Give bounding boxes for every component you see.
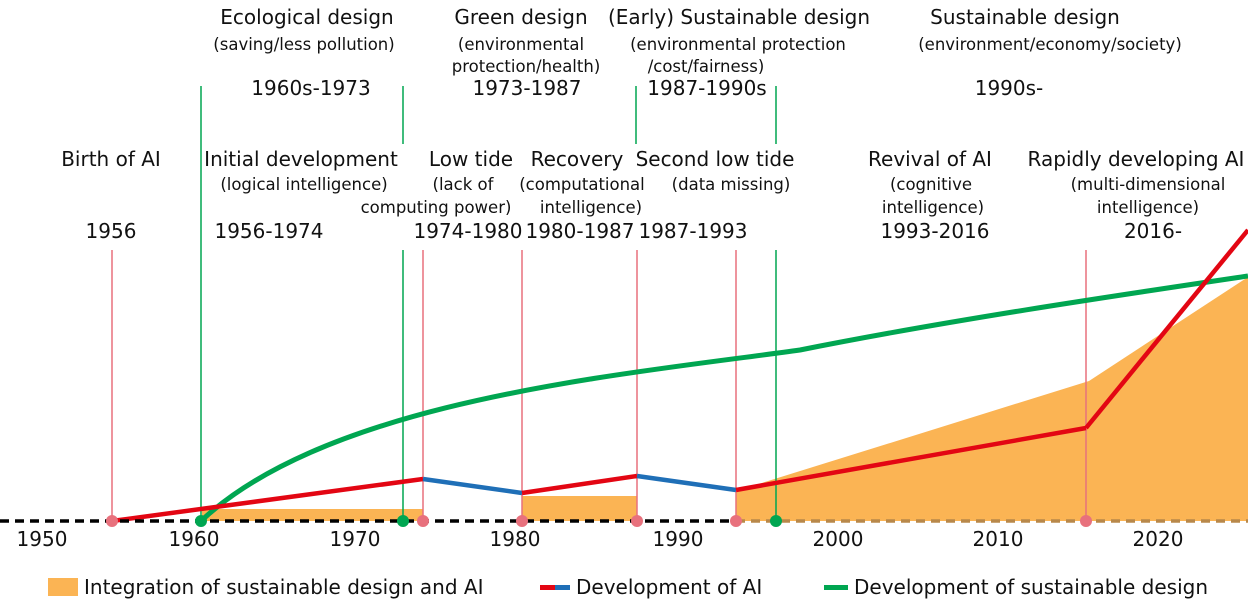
ai-phase-desc: intelligence) [540, 198, 642, 217]
tick-label-2000: 2000 [813, 527, 864, 551]
ai-phase-desc: (lack of [433, 175, 495, 194]
legend-integration: Integration of sustainable design and AI [48, 574, 483, 600]
sd-phase-desc: protection/health) [452, 57, 601, 76]
ai-phase-desc: (multi-dimensional [1071, 175, 1226, 194]
tick-label-2010: 2010 [973, 527, 1024, 551]
sd-phase-desc: (environmental [458, 35, 584, 54]
ai-phase-title: Revival of AI [868, 147, 992, 171]
ai-phase-recovery: Recovery (computational intelligence) 19… [519, 147, 645, 243]
legend-sustainable-label: Development of sustainable design [854, 575, 1208, 599]
ai-dot-1956 [106, 515, 118, 527]
ai-dot-2016 [1080, 515, 1092, 527]
ai-phase-title: Second low tide [636, 147, 795, 171]
integration-area-modern [736, 277, 1248, 521]
tick-label-1950: 1950 [17, 527, 68, 551]
tick-label-1970: 1970 [330, 527, 381, 551]
sd-phase-desc: (saving/less pollution) [213, 35, 394, 54]
ai-phase-revival: Revival of AI (cognitive intelligence) 1… [868, 147, 992, 243]
ai-phase-title: Rapidly developing AI [1028, 147, 1245, 171]
tick-label-1980: 1980 [490, 527, 541, 551]
ai-segment-rapid [1084, 228, 1248, 430]
ai-dot-1974 [417, 515, 429, 527]
ai-phase-period: 2016- [1124, 219, 1182, 243]
sustainable-design-curve [199, 273, 1248, 523]
sustainable-phase-sustainable: Sustainable design (environment/economy/… [918, 5, 1182, 100]
ai-phase-birth: Birth of AI 1956 [61, 147, 161, 243]
sd-dot-1973 [397, 515, 409, 527]
ai-segment-revival [735, 425, 1087, 493]
sd-phase-desc: /cost/fairness) [648, 57, 765, 76]
integration-swatch-icon [48, 578, 78, 596]
sd-phase-title: Green design [454, 5, 587, 29]
sd-phase-desc: (environment/economy/society) [918, 35, 1182, 54]
legend-ai: Development of AI [540, 574, 762, 600]
ai-phase-rapid: Rapidly developing AI (multi-dimensional… [1028, 147, 1245, 243]
sd-phase-period: 1990s- [975, 76, 1044, 100]
sustainable-phase-green: Green design (environmental protection/h… [452, 5, 601, 100]
ai-development-line [111, 228, 1248, 524]
tick-label-1990: 1990 [653, 527, 704, 551]
ai-segment-second-low-tide [636, 473, 737, 493]
ai-phase-second-low-tide: Second low tide (data missing) 1987-1993 [636, 147, 795, 243]
ai-phase-period: 1956 [86, 219, 137, 243]
sd-dot-1960 [195, 515, 207, 527]
ai-phase-desc: (logical intelligence) [220, 175, 387, 194]
integration-areas [202, 277, 1248, 521]
ai-phase-title: Birth of AI [61, 147, 161, 171]
axis-tick-labels: 1950 1960 1970 1980 1990 2000 2010 2020 [17, 527, 1184, 551]
sd-phase-period: 1987-1990s [647, 76, 766, 100]
ai-phase-title: Recovery [531, 147, 624, 171]
sustainable-phase-ecological: Ecological design (saving/less pollution… [213, 5, 394, 100]
ai-marker-dots [106, 515, 1092, 527]
sustainable-swatch-icon [824, 584, 848, 590]
ai-phase-desc: intelligence) [1097, 198, 1199, 217]
ai-segment-recovery [521, 473, 638, 496]
legend-integration-label: Integration of sustainable design and AI [84, 575, 484, 599]
ai-phase-period: 1974-1980 [413, 219, 522, 243]
ai-decline-swatch-icon [555, 584, 570, 590]
ai-phase-desc: (data missing) [672, 175, 791, 194]
ai-phase-period: 1993-2016 [880, 219, 989, 243]
integration-area-initial [202, 509, 423, 521]
ai-phase-low-tide: Low tide (lack of computing power) 1974-… [361, 147, 523, 243]
ai-markers [111, 250, 1087, 521]
ai-growth-swatch-icon [540, 584, 555, 590]
sd-phase-title: (Early) Sustainable design [608, 5, 870, 29]
ai-phase-period: 1987-1993 [638, 219, 747, 243]
ai-phase-initial: Initial development (logical intelligenc… [204, 147, 398, 243]
ai-phase-period: 1956-1974 [214, 219, 323, 243]
ai-phase-desc: (cognitive [890, 175, 972, 194]
ai-phase-period: 1980-1987 [525, 219, 634, 243]
sd-phase-title: Ecological design [220, 5, 393, 29]
ai-dot-1993 [730, 515, 742, 527]
tick-label-2020: 2020 [1133, 527, 1184, 551]
ai-segment-initial [111, 476, 424, 524]
sd-phase-period: 1973-1987 [472, 76, 581, 100]
sd-phase-title: Sustainable design [930, 5, 1120, 29]
ai-segment-low-tide [422, 476, 523, 496]
sd-phase-desc: (environmental protection [630, 35, 846, 54]
sd-phase-period: 1960s-1973 [251, 76, 370, 100]
ai-phase-desc: intelligence) [882, 198, 984, 217]
integration-area-recovery [522, 496, 637, 521]
sustainable-markers [200, 86, 777, 521]
tick-label-1960: 1960 [169, 527, 220, 551]
ai-phase-title: Initial development [204, 147, 398, 171]
sd-dot-1996 [770, 515, 782, 527]
sustainable-phase-early-sustainable: (Early) Sustainable design (environmenta… [608, 5, 870, 100]
ai-phase-desc: (computational [519, 175, 645, 194]
ai-phase-desc: computing power) [361, 198, 512, 217]
ai-phase-title: Low tide [429, 147, 513, 171]
sustainable-marker-dots [195, 515, 782, 527]
ai-dot-1987 [631, 515, 643, 527]
legend-ai-label: Development of AI [576, 575, 763, 599]
ai-dot-1980 [516, 515, 528, 527]
legend-sustainable: Development of sustainable design [824, 574, 1208, 600]
